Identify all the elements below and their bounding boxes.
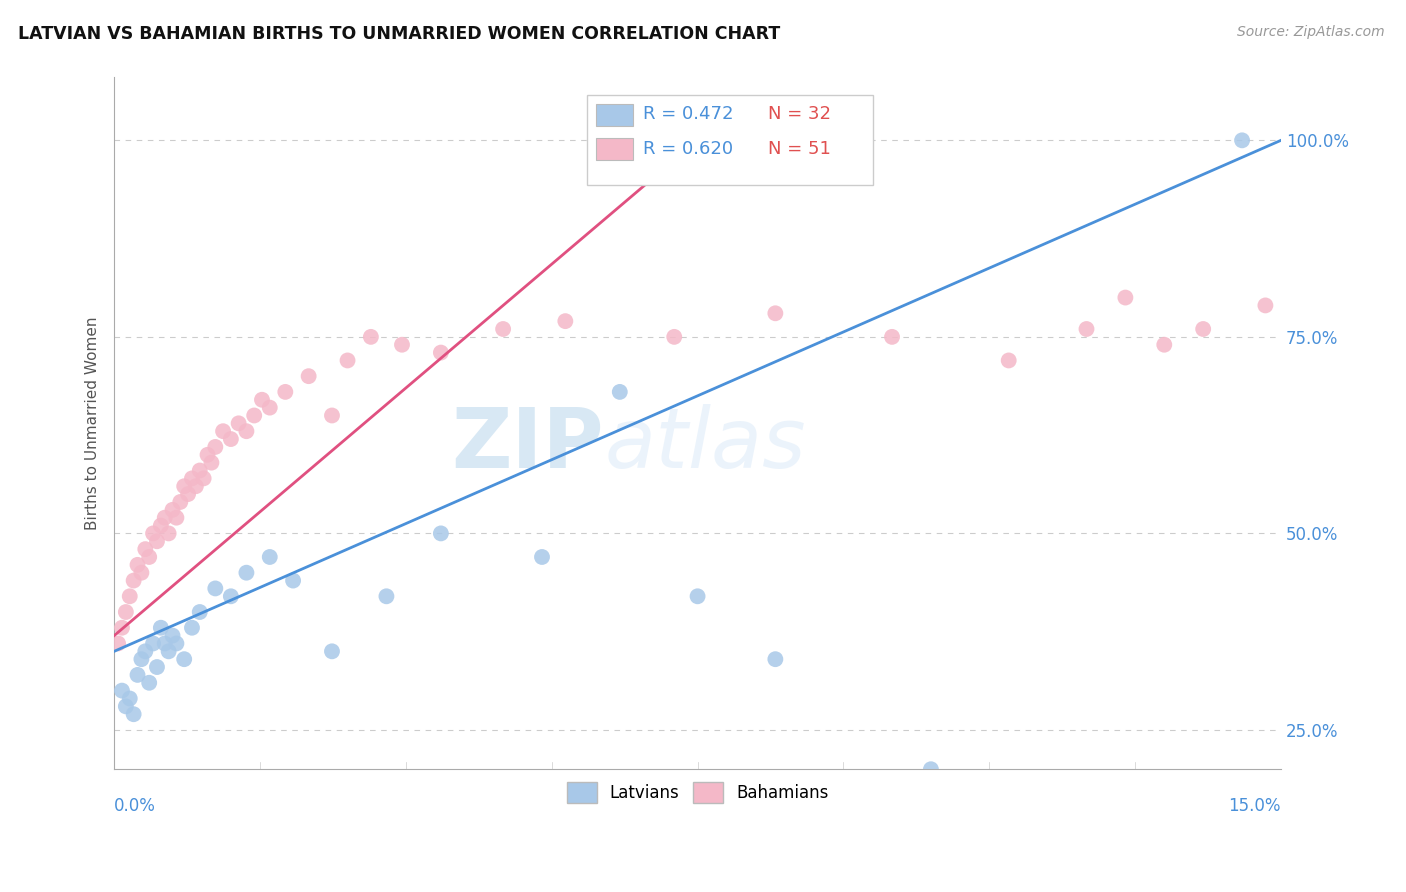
Point bbox=[664, 330, 686, 344]
Point bbox=[274, 384, 297, 399]
Point bbox=[193, 471, 215, 485]
Point bbox=[1254, 298, 1277, 312]
Point bbox=[165, 636, 187, 650]
Point bbox=[250, 392, 273, 407]
Point bbox=[228, 417, 250, 431]
Point bbox=[321, 409, 343, 423]
Point bbox=[763, 652, 786, 666]
Point bbox=[360, 330, 382, 344]
Point bbox=[134, 542, 156, 557]
Point bbox=[1230, 133, 1253, 147]
Point bbox=[188, 463, 211, 477]
Point bbox=[1153, 337, 1175, 351]
Point bbox=[212, 424, 235, 438]
Point bbox=[107, 636, 129, 650]
Point bbox=[1114, 291, 1136, 305]
Point bbox=[138, 549, 160, 564]
Point bbox=[184, 479, 207, 493]
Point bbox=[259, 549, 281, 564]
Point bbox=[686, 589, 709, 603]
Point bbox=[200, 456, 222, 470]
Text: LATVIAN VS BAHAMIAN BIRTHS TO UNMARRIED WOMEN CORRELATION CHART: LATVIAN VS BAHAMIAN BIRTHS TO UNMARRIED … bbox=[18, 25, 780, 43]
Point bbox=[157, 644, 180, 658]
Legend: Latvians, Bahamians: Latvians, Bahamians bbox=[560, 776, 835, 809]
Point bbox=[142, 526, 165, 541]
Point bbox=[219, 432, 242, 446]
Point bbox=[118, 691, 141, 706]
Point bbox=[153, 510, 176, 524]
Point bbox=[153, 636, 176, 650]
Point bbox=[219, 589, 242, 603]
Point bbox=[149, 518, 172, 533]
Point bbox=[118, 589, 141, 603]
Point bbox=[880, 330, 903, 344]
Y-axis label: Births to Unmarried Women: Births to Unmarried Women bbox=[86, 317, 100, 530]
Point bbox=[375, 589, 398, 603]
Point bbox=[204, 440, 226, 454]
Point bbox=[173, 479, 195, 493]
Point bbox=[146, 660, 169, 674]
Point bbox=[609, 384, 631, 399]
Text: 15.0%: 15.0% bbox=[1229, 797, 1281, 814]
Text: Source: ZipAtlas.com: Source: ZipAtlas.com bbox=[1237, 25, 1385, 39]
Text: R = 0.620: R = 0.620 bbox=[643, 140, 733, 158]
Point bbox=[162, 503, 184, 517]
Point bbox=[165, 510, 187, 524]
Point bbox=[391, 337, 413, 351]
Point bbox=[197, 448, 219, 462]
Point bbox=[131, 566, 153, 580]
Point bbox=[134, 644, 156, 658]
Point bbox=[997, 353, 1019, 368]
Text: N = 51: N = 51 bbox=[768, 140, 831, 158]
FancyBboxPatch shape bbox=[586, 95, 873, 185]
Point bbox=[430, 526, 453, 541]
Point bbox=[169, 495, 191, 509]
Point bbox=[131, 652, 153, 666]
Point bbox=[298, 369, 321, 384]
Point bbox=[336, 353, 359, 368]
Point bbox=[1076, 322, 1098, 336]
Point bbox=[111, 621, 134, 635]
Point bbox=[157, 526, 180, 541]
Point bbox=[763, 306, 786, 320]
Text: 0.0%: 0.0% bbox=[114, 797, 156, 814]
Point bbox=[321, 644, 343, 658]
Point bbox=[181, 471, 204, 485]
Point bbox=[235, 566, 257, 580]
Point bbox=[115, 699, 138, 714]
Point bbox=[181, 621, 204, 635]
Point bbox=[173, 652, 195, 666]
Text: ZIP: ZIP bbox=[451, 403, 605, 484]
Point bbox=[530, 549, 553, 564]
Point bbox=[122, 707, 145, 722]
Point bbox=[188, 605, 211, 619]
FancyBboxPatch shape bbox=[596, 138, 633, 161]
Point bbox=[122, 574, 145, 588]
Point bbox=[235, 424, 257, 438]
Point bbox=[127, 668, 149, 682]
Point bbox=[1192, 322, 1215, 336]
Point bbox=[177, 487, 200, 501]
Point bbox=[142, 636, 165, 650]
FancyBboxPatch shape bbox=[596, 103, 633, 126]
Point bbox=[554, 314, 576, 328]
Point bbox=[259, 401, 281, 415]
Point bbox=[243, 409, 266, 423]
Point bbox=[162, 629, 184, 643]
Point bbox=[920, 762, 942, 776]
Point bbox=[149, 621, 172, 635]
Text: R = 0.472: R = 0.472 bbox=[643, 105, 734, 123]
Point bbox=[111, 683, 134, 698]
Text: N = 32: N = 32 bbox=[768, 105, 831, 123]
Point bbox=[430, 345, 453, 359]
Point bbox=[492, 322, 515, 336]
Point bbox=[127, 558, 149, 572]
Point bbox=[204, 582, 226, 596]
Text: atlas: atlas bbox=[605, 403, 806, 484]
Point bbox=[115, 605, 138, 619]
Point bbox=[281, 574, 304, 588]
Point bbox=[146, 534, 169, 549]
Point bbox=[138, 675, 160, 690]
